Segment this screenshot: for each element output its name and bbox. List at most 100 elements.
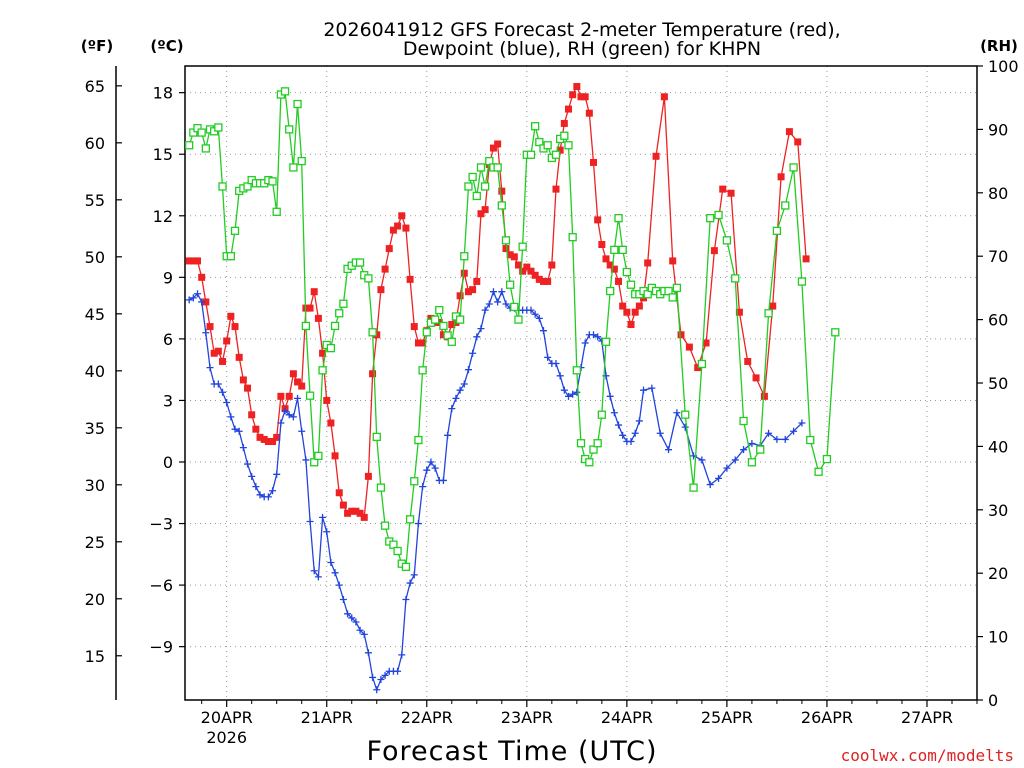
rh-point — [493, 163, 502, 172]
rh-point — [193, 123, 202, 133]
rh-point — [230, 226, 240, 235]
dewpoint-point — [252, 483, 260, 491]
temperature-point — [481, 206, 489, 214]
rh-point — [430, 315, 440, 324]
dewpoint-point — [231, 425, 239, 433]
temperature-point — [539, 277, 547, 285]
dewpoint-point — [235, 427, 243, 435]
rh-point — [731, 274, 740, 283]
temperature-point — [239, 376, 247, 384]
temperature-point — [677, 331, 685, 339]
dewpoint-point — [456, 386, 464, 394]
temperature-point — [231, 323, 239, 331]
temperature-point — [377, 286, 385, 294]
rh-point — [468, 172, 477, 182]
dewpoint-point — [473, 333, 481, 341]
dewpoint-point — [765, 429, 773, 437]
dewpoint-point — [635, 417, 643, 425]
dewpoint-point — [294, 394, 302, 402]
temperature-point — [314, 314, 322, 322]
rh-tick-label: 20 — [988, 564, 1008, 583]
temperature-point — [452, 318, 460, 326]
temperature-point — [269, 437, 277, 445]
temperature-point — [619, 302, 627, 310]
rh-point — [585, 458, 594, 467]
temperature-point — [535, 275, 543, 283]
rh-point — [305, 391, 315, 400]
rh-point — [280, 87, 290, 96]
rh-point — [380, 521, 390, 530]
temperature-point — [802, 255, 810, 263]
temperature-point — [498, 187, 506, 195]
rh-tick-label: 90 — [988, 120, 1008, 139]
dewpoint-point — [356, 626, 364, 634]
dewpoint-point — [481, 306, 489, 314]
rh-point — [543, 141, 552, 150]
dewpoint-point — [477, 325, 485, 333]
rh-point — [564, 141, 573, 150]
rh-point — [201, 144, 210, 153]
rh-point — [756, 445, 765, 454]
temperature-point — [719, 185, 727, 193]
dewpoint-point — [327, 559, 335, 567]
rh-point — [364, 274, 373, 283]
dewpoint-point — [498, 288, 506, 296]
temperature-point — [610, 265, 618, 273]
rh-point — [526, 150, 536, 159]
dewpoint-point — [185, 296, 193, 304]
dewpoint-point — [748, 440, 756, 448]
dewpoint-point — [781, 435, 789, 443]
dewpoint-point — [452, 394, 460, 402]
rh-point — [326, 343, 336, 353]
temperature-point — [264, 437, 272, 445]
temperature-point — [581, 93, 589, 101]
dewpoint-point — [369, 673, 377, 681]
dewpoint-point — [410, 571, 418, 579]
series-rh — [185, 87, 840, 572]
dewpoint-point — [439, 476, 447, 484]
dewpoint-point — [640, 386, 648, 394]
rh-point — [597, 410, 606, 419]
rh-point — [576, 439, 586, 448]
rh-tick-label: 100 — [988, 57, 1019, 76]
temperature-point — [214, 347, 222, 355]
rh-point — [739, 416, 748, 426]
axes: −9 −6 −3 0 3 6 9 12 15 18 15 20 25 30 35 40 45 50 55 60 65 0 1… — [85, 57, 1019, 747]
rh-point — [472, 191, 481, 201]
temperature-point — [306, 304, 314, 312]
temperature-point — [594, 216, 602, 224]
dewpoint-point — [373, 686, 381, 694]
rh-point — [455, 315, 465, 324]
rh-point — [301, 321, 311, 331]
temperature-point — [348, 507, 356, 515]
rh-tick-label: 40 — [988, 437, 1008, 456]
dewpoint-point — [360, 630, 368, 638]
temperature-point — [194, 257, 202, 265]
fahrenheit-tick-label: 50 — [85, 248, 105, 267]
dewpoint-point — [564, 392, 572, 400]
temperature-point — [585, 109, 593, 117]
dewpoint-point — [489, 288, 497, 296]
temperature-point — [189, 257, 197, 265]
rh-point — [514, 315, 523, 324]
rh-point — [435, 305, 444, 315]
rh-point — [814, 467, 823, 476]
temperature-point — [327, 419, 335, 427]
dewpoint-point — [394, 667, 402, 675]
chart-title-line1: 2026041912 GFS Forecast 2-meter Temperat… — [323, 19, 840, 41]
temperature-point — [352, 507, 360, 515]
temperature-point — [294, 378, 302, 386]
temperature-point — [185, 257, 193, 265]
temperature-point — [285, 392, 293, 400]
dewpoint-point — [627, 437, 635, 445]
temperature-point — [319, 349, 327, 357]
dewpoint-point — [740, 446, 748, 454]
dewpoint-point — [494, 298, 502, 306]
temperature-point — [523, 263, 531, 271]
rh-point — [297, 156, 306, 166]
temperature-point — [506, 251, 514, 259]
dewpoint-point — [273, 470, 281, 478]
temperature-point — [590, 158, 598, 166]
temperature-point — [564, 105, 572, 113]
temperature-point — [548, 261, 556, 269]
